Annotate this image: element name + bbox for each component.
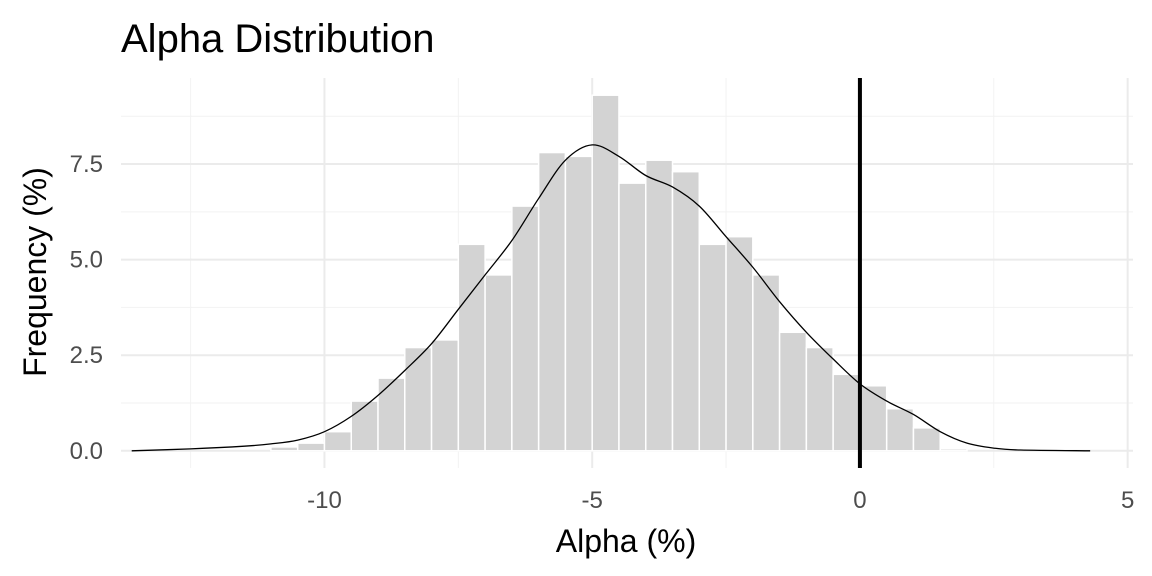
y-tick-label: 5.0 bbox=[70, 247, 103, 274]
histogram-bar bbox=[859, 385, 888, 452]
histogram-bars bbox=[270, 94, 968, 452]
histogram-bar bbox=[912, 427, 941, 452]
histogram-bar bbox=[296, 442, 326, 452]
histogram-bar bbox=[805, 346, 834, 452]
histogram-bar bbox=[778, 331, 808, 452]
x-axis-title: Alpha (%) bbox=[556, 523, 697, 559]
x-tick-label: 5 bbox=[1121, 487, 1134, 514]
x-tick-label: -10 bbox=[307, 487, 342, 514]
y-axis-title: Frequency (%) bbox=[17, 167, 53, 377]
y-tick-label: 7.5 bbox=[70, 151, 103, 178]
histogram-bar bbox=[511, 205, 540, 452]
histogram-bar bbox=[404, 346, 433, 452]
histogram-bar bbox=[270, 446, 299, 452]
histogram-bar bbox=[644, 159, 674, 452]
histogram-bar bbox=[698, 243, 727, 452]
histogram-bar bbox=[484, 274, 513, 452]
y-tick-label: 2.5 bbox=[70, 342, 103, 369]
x-tick-label: 0 bbox=[853, 487, 866, 514]
histogram-bar bbox=[939, 448, 968, 452]
histogram-bar bbox=[618, 182, 647, 452]
histogram-bar bbox=[564, 155, 593, 452]
x-axis-ticks: -10 -5 0 5 bbox=[307, 487, 1134, 514]
histogram-bar bbox=[457, 243, 486, 452]
density-curve bbox=[131, 144, 1091, 452]
histogram-bar bbox=[537, 151, 567, 452]
histogram-bar bbox=[752, 274, 781, 452]
histogram-bar bbox=[430, 339, 460, 452]
histogram-bar bbox=[832, 373, 861, 452]
histogram-bar bbox=[323, 430, 352, 452]
histogram-bar bbox=[671, 170, 701, 452]
x-tick-label: -5 bbox=[582, 487, 603, 514]
density-curve-group bbox=[131, 144, 1091, 452]
histogram-bar bbox=[350, 400, 379, 452]
y-axis-ticks: 0.0 2.5 5.0 7.5 bbox=[70, 151, 103, 465]
histogram-bar bbox=[885, 407, 915, 452]
histogram-bar bbox=[725, 235, 754, 452]
histogram-bar bbox=[377, 377, 406, 452]
y-tick-label: 0.0 bbox=[70, 438, 103, 465]
chart-title: Alpha Distribution bbox=[121, 17, 435, 61]
